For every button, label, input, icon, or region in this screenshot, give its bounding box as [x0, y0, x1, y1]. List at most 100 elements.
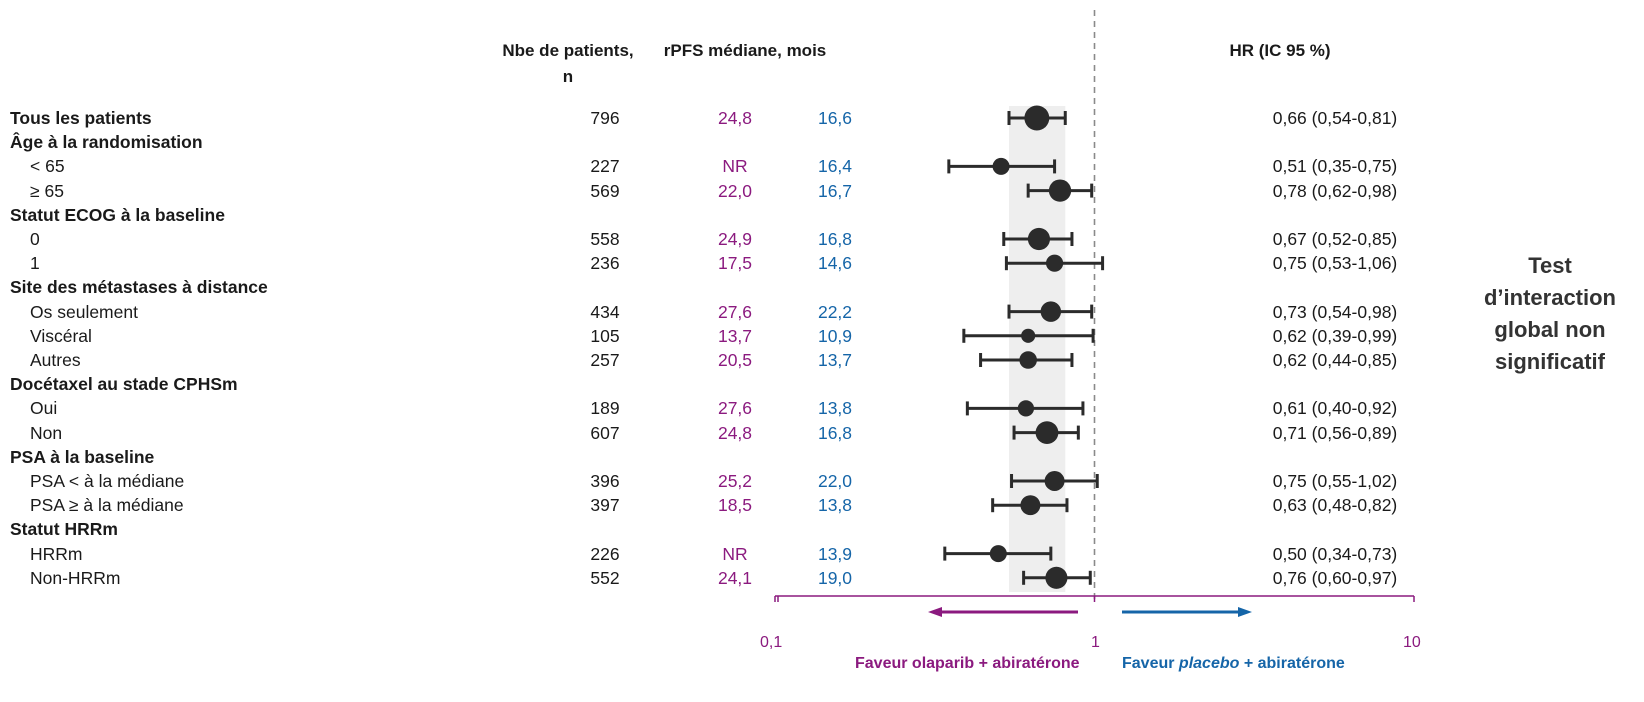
patients-count: 558 — [590, 229, 620, 249]
hr-ci: 0,67 (0,52-0,85) — [1272, 229, 1398, 249]
patients-count: 569 — [590, 180, 620, 201]
table-row: < 65 227 NR 16,4 0,51 (0,35-0,75) — [0, 154, 1644, 178]
rpfs-olaparib: 17,5 — [717, 253, 753, 274]
patients-count: 227 — [590, 156, 620, 177]
row-label: Non — [30, 422, 63, 443]
rpfs-olaparib: 22,0 — [717, 180, 753, 201]
rpfs-olaparib: NR — [722, 543, 748, 564]
row-label: Site des métastases à distance — [10, 277, 268, 298]
hr-ci: 0,51 (0,35-0,75) — [1272, 156, 1398, 177]
hr-point-marker — [1021, 328, 1036, 343]
row-label: Statut HRRm — [10, 519, 118, 540]
table-row: Tous les patients 796 24,8 16,6 0,66 (0,54-0… — [0, 106, 1644, 130]
hr-ci: 0,76 (0,60-0,97) — [1272, 567, 1398, 588]
rpfs-placebo: 10,9 — [817, 325, 853, 346]
hr-point-marker — [1027, 227, 1051, 251]
rpfs-placebo: 16,7 — [817, 180, 853, 201]
patients-count: 189 — [590, 398, 620, 419]
favour-placebo-post: + abiratérone — [1239, 655, 1345, 672]
rpfs-placebo: 16,6 — [817, 108, 853, 128]
table-row: Autres 257 20,5 13,7 0,62 (0,44-0,85) — [0, 348, 1644, 372]
hr-point-marker — [989, 545, 1007, 563]
rpfs-placebo: 16,4 — [817, 156, 853, 177]
row-label: Non-HRRm — [30, 567, 121, 588]
annotation-line-2: d’interaction — [1483, 285, 1616, 310]
patients-count: 796 — [590, 108, 620, 128]
row-label: Autres — [30, 350, 81, 370]
rpfs-olaparib: 24,8 — [717, 422, 753, 443]
patients-count: 396 — [590, 471, 620, 491]
rpfs-olaparib: 24,9 — [717, 229, 753, 249]
hr-point-marker — [1044, 471, 1065, 491]
table-row: ≥ 65 569 22,0 16,7 0,78 (0,62-0,98) — [0, 179, 1644, 203]
hr-ci: 0,71 (0,56-0,89) — [1272, 422, 1398, 443]
header-patients-label: Nbe de patients, — [502, 41, 634, 60]
annotation-line-4: significatif — [1494, 349, 1605, 374]
rpfs-placebo: 16,8 — [817, 422, 853, 443]
favour-placebo-italic: placebo — [1178, 655, 1240, 672]
group-row: Âge à la randomisation — [0, 130, 1644, 154]
patients-count: 236 — [590, 253, 620, 274]
annotation-line-3: global non — [1494, 317, 1606, 342]
rpfs-placebo: 13,8 — [817, 398, 853, 419]
rpfs-placebo: 16,8 — [817, 229, 853, 249]
hr-ci: 0,61 (0,40-0,92) — [1272, 398, 1398, 419]
hr-ci: 0,75 (0,53-1,06) — [1272, 253, 1398, 274]
rpfs-placebo: 14,6 — [817, 253, 853, 274]
hr-point-marker — [1045, 566, 1068, 589]
hr-point-marker — [1040, 301, 1062, 322]
row-label: Os seulement — [30, 301, 138, 322]
hr-ci: 0,75 (0,55-1,02) — [1272, 471, 1398, 491]
rpfs-placebo: 13,9 — [817, 543, 853, 564]
x-tick-label-10: 10 — [1403, 634, 1421, 651]
rpfs-olaparib: NR — [722, 156, 748, 177]
table-row: HRRm 226 NR 13,9 0,50 (0,34-0,73) — [0, 542, 1644, 566]
table-row: Oui 189 27,6 13,8 0,61 (0,40-0,92) — [0, 396, 1644, 420]
row-label: 0 — [30, 229, 40, 249]
group-row: Site des métastases à distance — [0, 275, 1644, 299]
x-tick-label-0-1: 0,1 — [760, 634, 783, 651]
patients-count: 397 — [590, 495, 620, 516]
hr-ci: 0,62 (0,44-0,85) — [1272, 350, 1398, 370]
rpfs-placebo: 22,2 — [817, 301, 853, 322]
row-label: Viscéral — [30, 325, 92, 346]
table-row: Os seulement 434 27,6 22,2 0,73 (0,54-0,98) — [0, 300, 1644, 324]
row-label: Docétaxel au stade CPHSm — [10, 374, 238, 395]
overall-ci-band — [1008, 106, 1066, 592]
rpfs-placebo: 22,0 — [817, 471, 853, 491]
favour-placebo-label: Faveur placebo + abiratérone — [1122, 655, 1345, 673]
annotation-line-1: Test — [1528, 253, 1572, 278]
hr-point-marker — [1045, 254, 1064, 272]
row-label: PSA ≥ à la médiane — [30, 495, 184, 516]
patients-count: 607 — [590, 422, 620, 443]
rpfs-olaparib: 27,6 — [717, 398, 753, 419]
x-tick-label-1: 1 — [1091, 634, 1100, 651]
header-hr: HR (IC 95 %) — [1229, 41, 1331, 60]
patients-count: 226 — [590, 543, 620, 564]
rpfs-olaparib: 25,2 — [717, 471, 753, 491]
table-row: PSA ≥ à la médiane 397 18,5 13,8 0,63 (0,48-… — [0, 493, 1644, 517]
row-label: ≥ 65 — [30, 180, 64, 201]
rpfs-placebo: 13,8 — [817, 495, 853, 516]
hr-ci: 0,50 (0,34-0,73) — [1272, 543, 1398, 564]
row-label: PSA à la baseline — [10, 446, 155, 467]
rpfs-olaparib: 18,5 — [717, 495, 753, 516]
row-label: 1 — [30, 253, 40, 274]
hr-ci: 0,62 (0,39-0,99) — [1272, 325, 1398, 346]
hr-ci: 0,78 (0,62-0,98) — [1272, 180, 1398, 201]
row-label: Âge à la randomisation — [10, 132, 203, 153]
favour-placebo-pre: Faveur — [1122, 655, 1179, 672]
favour-olaparib-arrowhead — [928, 607, 942, 617]
hr-point-marker — [992, 157, 1010, 175]
header-rpfs: rPFS médiane, mois — [663, 41, 827, 60]
rpfs-olaparib: 20,5 — [717, 350, 753, 370]
header-patients: Nbe de patients, n — [493, 38, 643, 90]
row-label: HRRm — [30, 543, 83, 564]
hr-point-marker — [1024, 105, 1050, 131]
row-label: PSA < à la médiane — [30, 471, 185, 491]
rpfs-placebo: 19,0 — [817, 567, 853, 588]
group-row: Statut HRRm — [0, 517, 1644, 541]
row-label: < 65 — [30, 156, 65, 177]
table-row: Non 607 24,8 16,8 0,71 (0,56-0,89) — [0, 421, 1644, 445]
hr-point-marker — [1019, 351, 1037, 369]
